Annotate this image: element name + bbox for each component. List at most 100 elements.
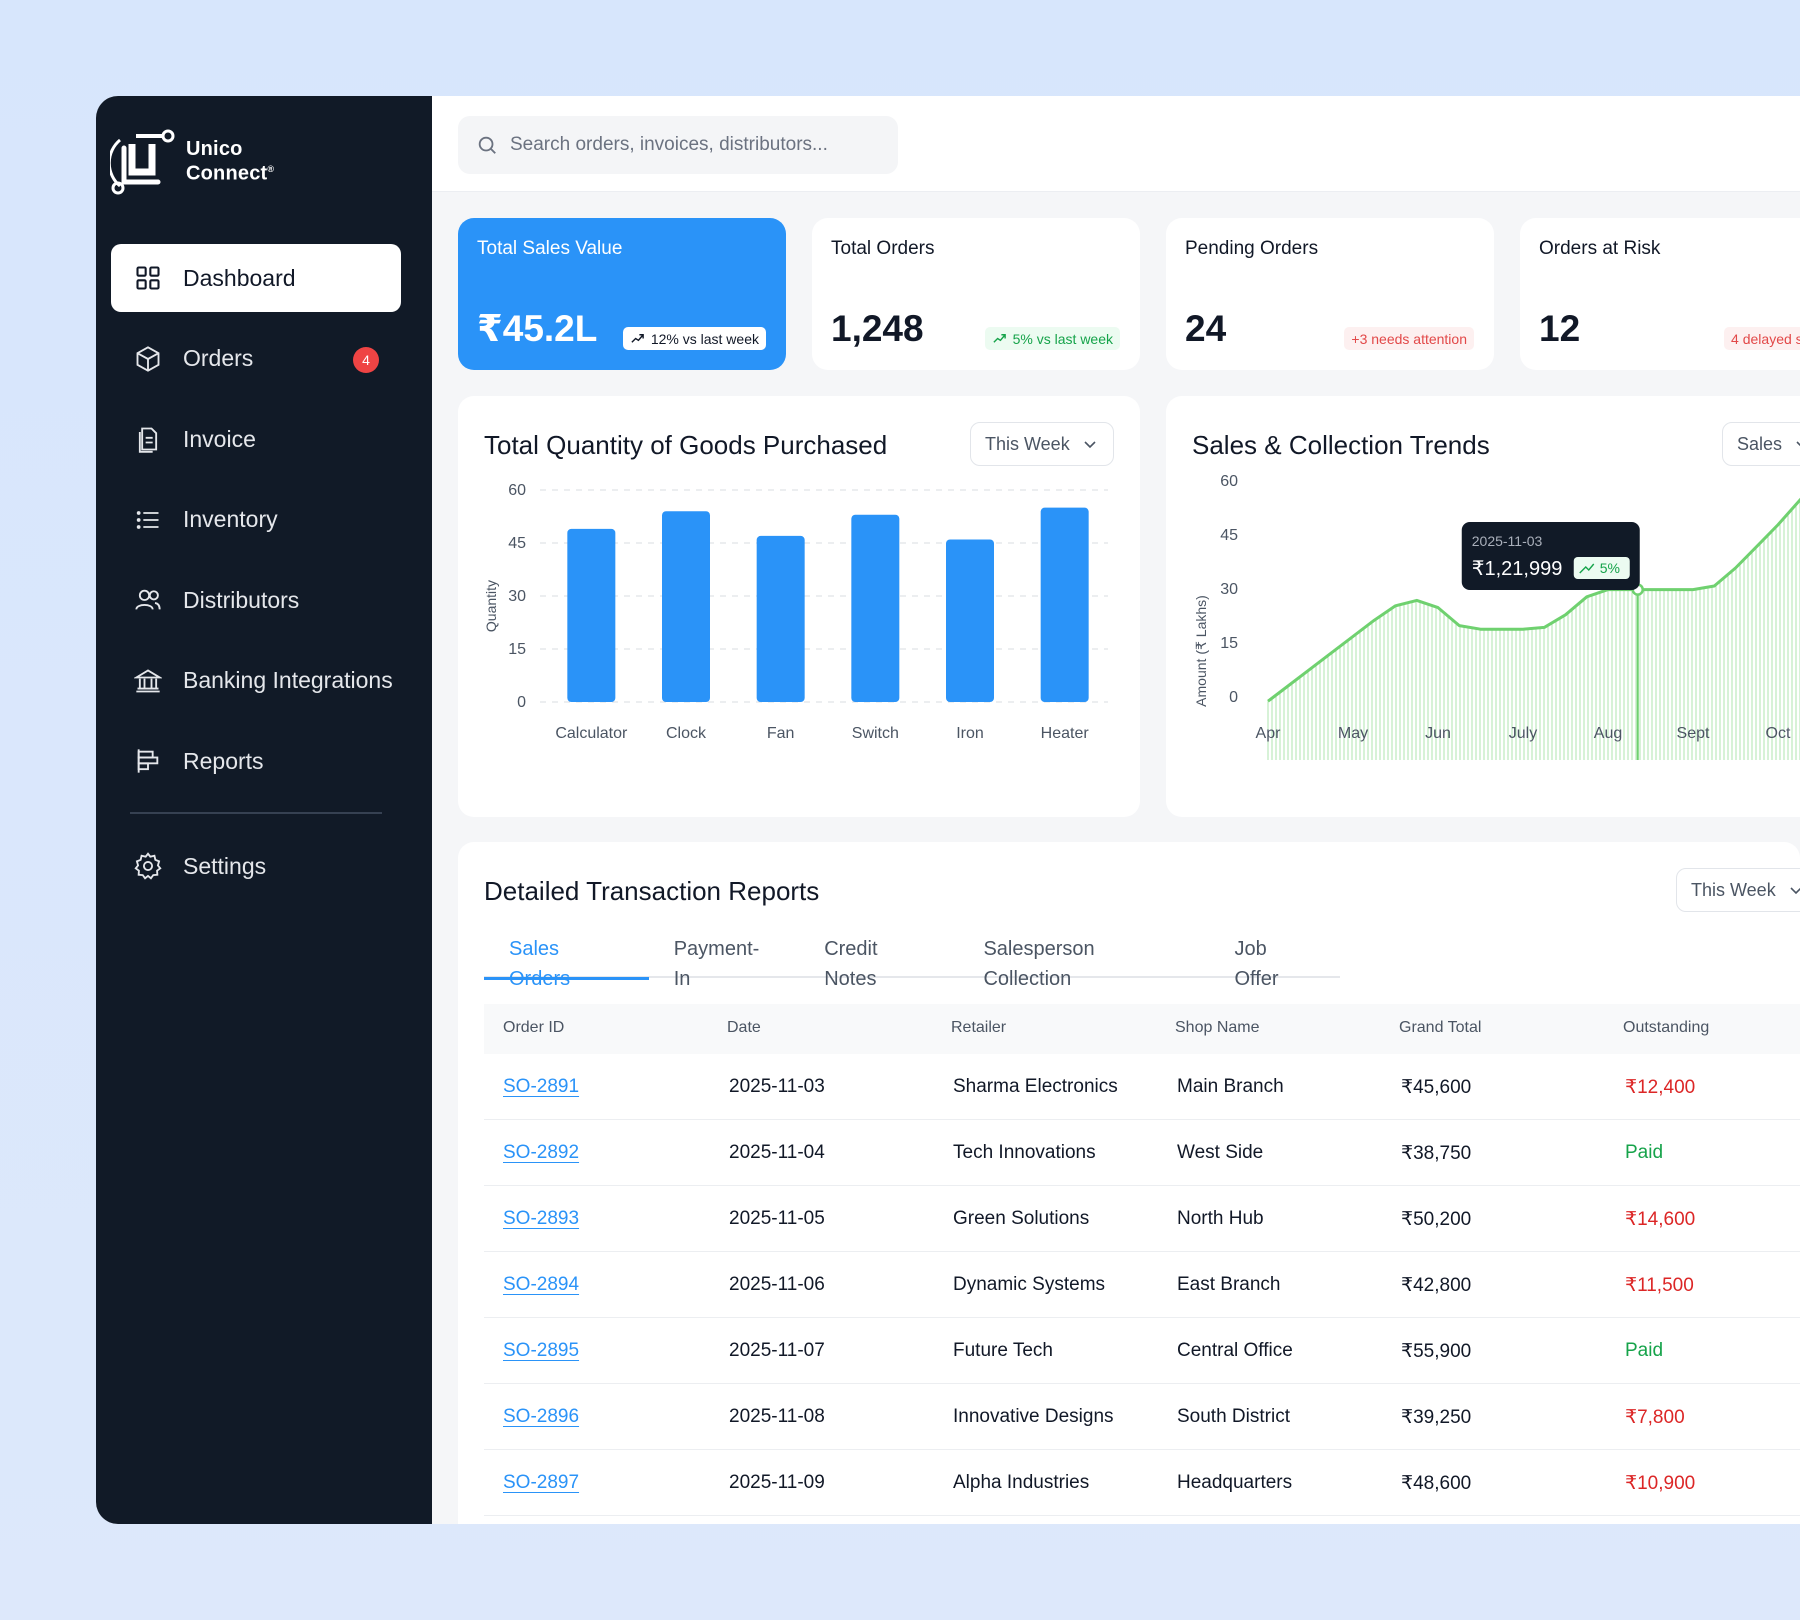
x-tick-label: Iron [956, 725, 984, 742]
order-date: 2025-11-09 [729, 1472, 825, 1493]
table-row[interactable]: SO-2892 2025-11-04 Tech Innovations West Si… [484, 1120, 1800, 1186]
x-tick-label: Sept [1677, 725, 1710, 742]
chart-title: Sales & Collection Trends [1192, 430, 1490, 460]
table-row[interactable]: SO-2893 2025-11-05 Green Solutions North Hu… [484, 1186, 1800, 1252]
x-tick-label: Oct [1766, 725, 1791, 742]
kpi-change-chip: 12% vs last week [622, 327, 766, 350]
kpi-value: ₹45.2L [477, 308, 598, 349]
retailer-name: Dynamic Systems [953, 1274, 1106, 1295]
order-id-link[interactable]: SO-2892 [503, 1142, 580, 1163]
grand-total: ₹50,200 [1401, 1209, 1472, 1230]
bar-chart: 60 45 30 15 0 Quantity Calculator Clock Fan Switc… [483, 482, 1108, 742]
dropdown-value: This Week [985, 433, 1070, 454]
shop-name: Headquarters [1177, 1472, 1293, 1493]
column-header[interactable]: Retailer [951, 1019, 1007, 1036]
shop-name: East Branch [1177, 1274, 1281, 1295]
report-tabs: Sales Orders Payment-In Credit Notes Sal… [484, 934, 1340, 990]
kpi-pending-orders[interactable]: Pending Orders 24 +3 needs attention [1166, 218, 1494, 370]
order-id-link[interactable]: SO-2893 [503, 1208, 580, 1229]
grand-total: ₹39,250 [1401, 1407, 1472, 1428]
column-header[interactable]: Grand Total [1399, 1019, 1482, 1036]
sidebar-item-dashboard[interactable]: Dashboard [111, 244, 401, 312]
tooltip-date: 2025-11-03 [1472, 533, 1543, 549]
sidebar-item-invoice[interactable]: Invoice [111, 405, 401, 473]
tab-salesperson-collection[interactable]: Salesperson Collection [983, 938, 1095, 990]
kpi-delayed-chip: 4 delayed shipm [1724, 327, 1800, 350]
sidebar-item-distributors[interactable]: Distributors [111, 566, 401, 634]
series-line [1267, 497, 1800, 703]
outstanding-amount: ₹10,900 [1625, 1473, 1696, 1494]
kpi-value: 24 [1185, 308, 1227, 349]
column-header[interactable]: Shop Name [1175, 1019, 1260, 1036]
brand-logo[interactable]: Unico Connect® [110, 126, 274, 196]
sidebar-item-settings[interactable]: Settings [111, 832, 401, 900]
x-tick-label: Apr [1256, 725, 1282, 742]
column-header[interactable]: Date [727, 1019, 761, 1036]
period-dropdown[interactable]: This Week [970, 422, 1114, 466]
dashboard-icon [133, 263, 163, 293]
table-row[interactable]: SO-2895 2025-11-07 Future Tech Central Offi… [484, 1318, 1800, 1384]
kpi-total-orders[interactable]: Total Orders 1,248 5% vs last week [812, 218, 1140, 370]
dropdown-value: Sales [1737, 433, 1783, 454]
shop-name: West Side [1177, 1142, 1264, 1163]
table-header: Order ID Date Retailer Shop Name Grand T… [484, 1004, 1800, 1054]
order-id-link[interactable]: SO-2895 [503, 1340, 580, 1361]
kpi-total-sales[interactable]: Total Sales Value ₹45.2L 12% vs last wee… [458, 218, 786, 370]
x-tick-label: July [1509, 725, 1537, 742]
table-row[interactable]: SO-2896 2025-11-08 Innovative Designs South… [484, 1384, 1800, 1450]
table-period-dropdown[interactable]: This Week [1676, 868, 1800, 912]
order-date: 2025-11-06 [729, 1274, 825, 1295]
trend-up-icon [631, 334, 644, 343]
kpi-attention-text: +3 needs attention [1351, 330, 1467, 347]
invoice-icon [133, 424, 163, 454]
tab-credit-notes[interactable]: Credit Notes [824, 938, 878, 990]
orders-count-badge: 4 [353, 346, 379, 373]
kpi-value: 1,248 [831, 308, 924, 349]
order-id-link[interactable]: SO-2896 [503, 1406, 580, 1427]
y-tick-label: 60 [1220, 473, 1238, 490]
shop-name: Main Branch [1177, 1076, 1284, 1097]
table-row[interactable]: SO-2894 2025-11-06 Dynamic Systems East Bra… [484, 1252, 1800, 1318]
shop-name: North Hub [1177, 1208, 1264, 1229]
sidebar-item-reports[interactable]: Reports [111, 727, 401, 795]
sidebar-item-label: Inventory [183, 506, 278, 532]
area-chart: 60 45 30 15 0 Amount (₹ Lakhs) Apr May Jun July Au… [1193, 473, 1800, 760]
sidebar-item-inventory[interactable]: Inventory [111, 486, 401, 554]
x-tick-label: Aug [1594, 725, 1622, 742]
sidebar-item-orders[interactable]: Orders 4 [111, 325, 401, 393]
tab-payment-in[interactable]: Payment-In [673, 938, 760, 990]
grand-total: ₹45,600 [1401, 1077, 1472, 1098]
order-id-link[interactable]: SO-2891 [503, 1076, 580, 1097]
kpi-title: Orders at Risk [1539, 238, 1661, 259]
grand-total: ₹42,800 [1401, 1275, 1472, 1296]
x-tick-label: Jun [1425, 725, 1451, 742]
retailer-name: Green Solutions [953, 1208, 1090, 1229]
y-tick-label: 15 [508, 641, 526, 658]
column-header[interactable]: Outstanding [1623, 1019, 1710, 1036]
bar [1040, 507, 1089, 702]
area-fill [1267, 499, 1800, 760]
metric-dropdown[interactable]: Sales [1722, 422, 1800, 466]
dropdown-value: This Week [1691, 879, 1776, 900]
column-header[interactable]: Order ID [503, 1019, 565, 1036]
outstanding-amount: ₹12,400 [1625, 1077, 1696, 1098]
sidebar-item-banking[interactable]: Banking Integrations [111, 647, 401, 715]
search-input[interactable]: Search orders, invoices, distributors... [458, 116, 898, 174]
kpi-title: Pending Orders [1185, 238, 1319, 259]
brand-mark: ® [267, 163, 275, 174]
table-row[interactable]: SO-2897 2025-11-09 Alpha Industries Headqua… [484, 1450, 1800, 1516]
x-tick-label: Clock [666, 725, 707, 742]
tab-sales-orders[interactable]: Sales Orders [484, 934, 649, 990]
app-window: Unico Connect® Dashboard Orders 4 [96, 96, 1800, 1524]
kpi-orders-at-risk[interactable]: Orders at Risk 12 4 delayed shipm [1520, 218, 1800, 370]
order-id-link[interactable]: SO-2894 [503, 1274, 580, 1295]
x-tick-label: Switch [852, 725, 899, 742]
shop-name: South District [1177, 1406, 1290, 1427]
tab-job-offer[interactable]: Job Offer [1234, 938, 1279, 990]
topbar: Search orders, invoices, distributors... [432, 96, 1800, 192]
order-id-link[interactable]: SO-2897 [503, 1472, 580, 1493]
table-row[interactable]: SO-2891 2025-11-03 Sharma Electronics Main … [484, 1054, 1800, 1120]
chart-title: Total Quantity of Goods Purchased [484, 430, 888, 460]
sidebar-item-label: Dashboard [183, 264, 296, 291]
y-axis-title: Quantity [483, 580, 499, 632]
